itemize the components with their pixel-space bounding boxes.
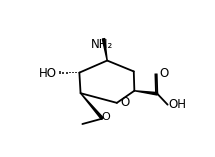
Text: NH₂: NH₂ xyxy=(91,38,114,51)
Text: O: O xyxy=(160,67,169,80)
Text: O: O xyxy=(120,96,130,109)
Polygon shape xyxy=(102,39,107,61)
Text: O: O xyxy=(101,112,110,122)
Polygon shape xyxy=(81,93,103,119)
Polygon shape xyxy=(134,91,158,95)
Text: HO: HO xyxy=(38,67,56,80)
Text: OH: OH xyxy=(168,97,186,111)
